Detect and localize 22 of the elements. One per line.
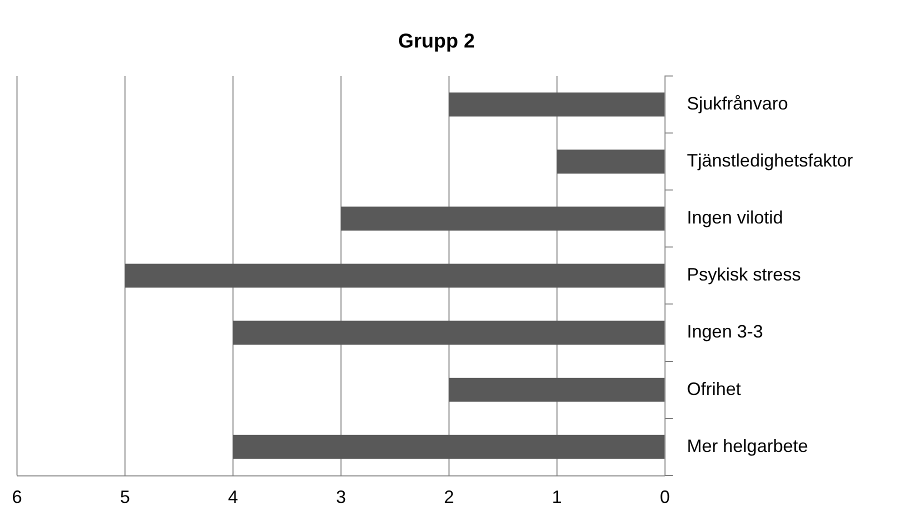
bar <box>232 320 664 345</box>
x-tick-label: 6 <box>12 487 22 508</box>
y-tick-label: Mer helgarbete <box>686 436 808 456</box>
bar <box>340 206 664 231</box>
y-tick-label: Ofrihet <box>686 378 741 399</box>
x-tick-label: 4 <box>228 487 238 508</box>
y-tick-label: Ingen vilotid <box>686 208 783 228</box>
x-tick-label: 5 <box>120 487 130 508</box>
bar <box>124 264 664 288</box>
y-tick-label: Ingen 3-3 <box>686 322 763 342</box>
bar <box>232 434 664 459</box>
x-tick-label: 2 <box>444 487 454 508</box>
bar <box>448 92 664 117</box>
y-tick-label: Sjukfrånvaro <box>686 93 788 114</box>
y-tick-label: Psykisk stress <box>686 264 801 285</box>
y-tick-label: Tjänstledighetsfaktor <box>686 150 854 171</box>
x-tick-label: 3 <box>336 487 346 508</box>
x-tick-label: 0 <box>660 487 670 508</box>
chart-title: Grupp 2 <box>398 30 475 53</box>
bar <box>556 150 664 174</box>
bar <box>448 378 664 402</box>
x-tick-label: 1 <box>552 487 562 508</box>
